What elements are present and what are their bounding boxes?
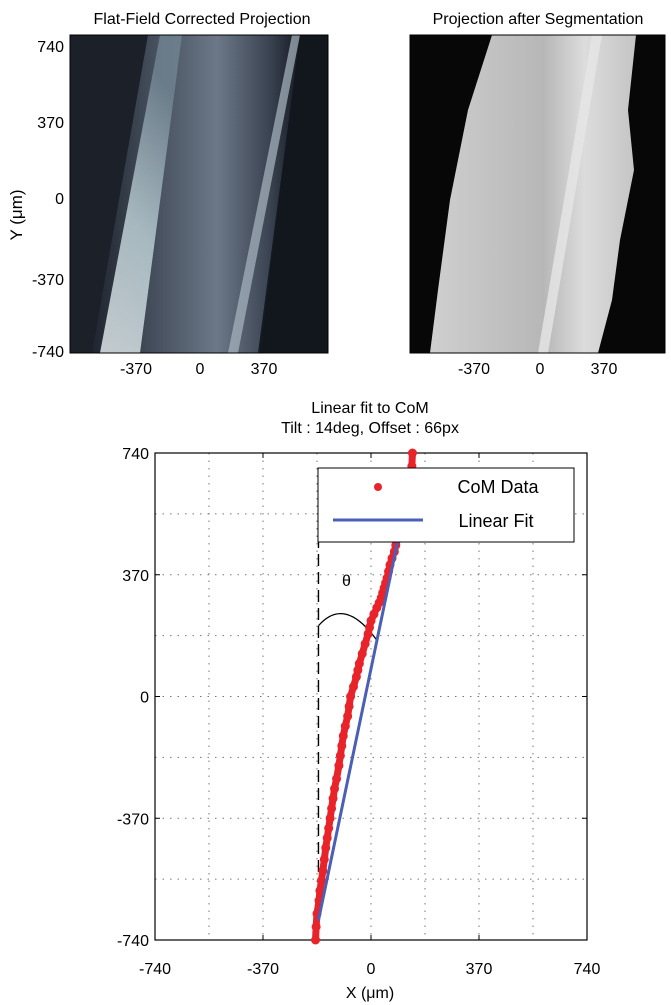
y-tick-label: 0: [140, 690, 149, 707]
com-data-point: [343, 711, 353, 721]
segmentation-title: Projection after Segmentation: [433, 11, 644, 28]
legend-marker-data: [374, 483, 382, 491]
flat-field-image-bright: [100, 35, 182, 353]
segmentation-panel: Projection after Segmentation -370 0 370: [409, 11, 666, 378]
fit-chart: Linear fit to CoM Tilt : 14deg, Offset :…: [117, 400, 600, 1002]
com-data-point: [311, 935, 321, 945]
legend: CoM Data Linear Fit: [317, 467, 575, 543]
flat-field-ytick: -370: [32, 272, 64, 289]
segmentation-xtick: -370: [458, 361, 490, 378]
x-tick-label: -740: [139, 961, 171, 978]
com-data-point: [332, 774, 342, 784]
y-tick-label: 740: [122, 446, 149, 463]
chart-subtitle: Tilt : 14deg, Offset : 66px: [281, 420, 459, 437]
x-axis-label: X (μm): [346, 985, 394, 1002]
com-data-point: [330, 784, 340, 794]
flat-field-title: Flat-Field Corrected Projection: [94, 11, 311, 28]
com-data-point: [325, 813, 335, 823]
com-data-point: [407, 448, 417, 458]
theta-label: θ: [342, 573, 351, 590]
chart-title: Linear fit to CoM: [311, 400, 428, 417]
com-data-point: [346, 692, 356, 701]
flat-field-panel: Flat-Field Corrected Projection Y (μm) 7…: [7, 11, 329, 378]
flat-field-ytick: -740: [32, 344, 64, 361]
com-data-point: [354, 659, 364, 669]
legend-label-data: CoM Data: [457, 477, 539, 497]
x-tick-label: 740: [574, 961, 601, 978]
x-tick-label: -370: [247, 961, 279, 978]
flat-field-ylabel: Y (μm): [7, 189, 26, 240]
flat-field-image-edge: [228, 35, 300, 353]
com-data-point: [321, 843, 331, 853]
com-data-point: [318, 866, 328, 876]
segmentation-image-ridge: [538, 35, 602, 353]
com-data-point: [327, 803, 337, 813]
flat-field-xtick: -370: [120, 361, 152, 378]
flat-field-image-right: [258, 35, 328, 353]
com-data-point: [360, 639, 370, 649]
flat-field-ytick: 0: [55, 191, 64, 208]
y-tick-label: -370: [117, 811, 149, 828]
com-data-point: [322, 833, 332, 843]
com-data-point: [311, 922, 321, 932]
com-data-point: [324, 823, 334, 833]
y-tick-label: 370: [122, 568, 149, 585]
com-data-point: [335, 751, 345, 761]
flat-field-ytick: 740: [37, 39, 64, 56]
segmentation-image-border: [409, 34, 666, 354]
com-data-point: [319, 854, 329, 864]
legend-box: [317, 467, 575, 543]
com-data-point: [357, 649, 367, 659]
com-data-point: [338, 731, 348, 741]
com-data-point: [315, 886, 325, 896]
flat-field-ytick: 370: [37, 115, 64, 132]
com-data-point: [348, 682, 358, 692]
com-data-point: [334, 761, 344, 771]
flat-field-image-border: [69, 34, 329, 354]
tick-layer: -740 -370 0 370 740 740 370 0 -370 -740: [117, 446, 600, 978]
legend-label-fit: Linear Fit: [458, 511, 533, 531]
com-data-point: [337, 741, 347, 751]
com-data-point: [316, 876, 326, 886]
x-tick-label: 0: [367, 961, 376, 978]
com-data-point: [328, 794, 338, 804]
linear-fit-line: [316, 521, 404, 921]
segmentation-xtick: 370: [591, 361, 618, 378]
x-tick-label: 370: [466, 961, 493, 978]
com-data-point: [344, 701, 354, 711]
com-data-point: [340, 721, 350, 731]
flat-field-xtick: 370: [251, 361, 278, 378]
flat-field-xtick: 0: [196, 361, 205, 378]
segmentation-xtick: 0: [536, 361, 545, 378]
y-tick-label: -740: [117, 933, 149, 950]
